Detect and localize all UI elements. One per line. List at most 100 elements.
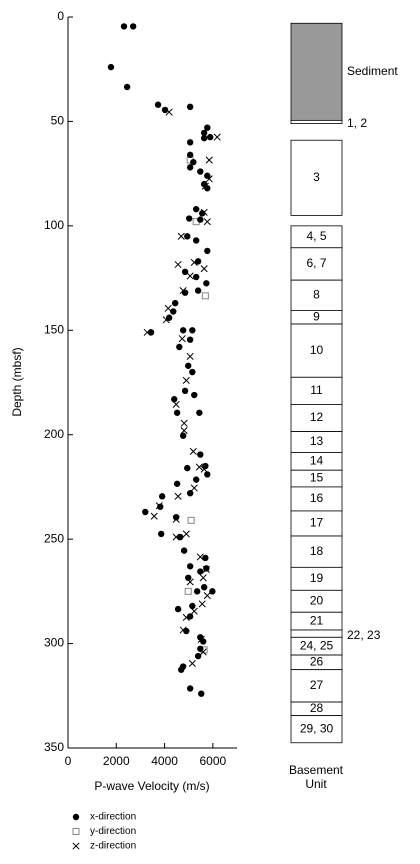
point [186, 613, 194, 620]
point [182, 376, 190, 384]
unit-label: 6, 7 [306, 256, 326, 270]
point [200, 265, 208, 273]
point [196, 409, 203, 416]
unit-label: 24, 25 [300, 638, 334, 652]
unit-label: 20 [310, 593, 324, 607]
point [189, 368, 196, 376]
point [200, 583, 208, 591]
point [186, 685, 194, 692]
y-tick-label: 150 [44, 322, 64, 336]
point [200, 638, 207, 645]
point [178, 335, 186, 343]
x-axis-label: P-wave Velocity (m/s) [94, 779, 209, 793]
unit-label: 21 [310, 613, 324, 627]
unit-label: 14 [310, 454, 324, 468]
point [184, 233, 191, 240]
column-title: Basement [289, 763, 344, 777]
unit-label: 29, 30 [300, 721, 334, 735]
point [185, 362, 192, 369]
point [197, 645, 204, 652]
point [202, 462, 209, 470]
point [172, 514, 180, 521]
point [194, 652, 202, 660]
point [186, 563, 194, 570]
unit-label: 22, 23 [347, 628, 381, 642]
point [189, 602, 196, 610]
legend-label: z-direction [90, 841, 136, 852]
point [193, 588, 201, 595]
unit-label: 19 [310, 571, 324, 585]
point [184, 464, 191, 472]
unit-box [290, 119, 343, 124]
unit-label: 17 [310, 516, 324, 530]
unit-box [290, 486, 343, 512]
point [198, 690, 205, 697]
point [180, 419, 188, 427]
unit-label: 26 [310, 655, 324, 669]
point [181, 268, 189, 276]
point [201, 292, 209, 300]
point [161, 106, 169, 114]
unit-label: 10 [310, 343, 324, 357]
x-tick-label: 4000 [151, 754, 178, 768]
unit-box [290, 510, 343, 537]
legend-marker [72, 828, 80, 835]
unit-box [290, 629, 343, 638]
point [181, 387, 189, 395]
point [186, 151, 194, 159]
point [191, 391, 198, 399]
y-tick-label: 0 [57, 9, 64, 23]
point [157, 530, 165, 538]
legend-label: y-direction [90, 826, 136, 837]
unit-label: 1, 2 [347, 116, 367, 130]
unit-label: 18 [310, 544, 324, 558]
point [170, 308, 177, 315]
unit-label: Sediment [347, 64, 398, 78]
point [180, 426, 188, 435]
unit-label: 28 [310, 701, 324, 715]
point [204, 185, 211, 192]
point [197, 568, 204, 575]
y-axis-label: Depth (mbsf) [10, 347, 24, 416]
point [129, 23, 137, 30]
point [179, 432, 187, 439]
point [186, 336, 194, 343]
point [200, 129, 208, 137]
point [197, 451, 204, 458]
point [174, 605, 182, 613]
point [178, 666, 185, 673]
point [194, 258, 202, 265]
point [185, 215, 193, 222]
y-tick-label: 250 [44, 531, 64, 545]
x-tick-label: 0 [65, 754, 72, 768]
point [176, 343, 183, 351]
unit-label: 13 [310, 434, 324, 448]
unit-box [290, 323, 343, 378]
point [204, 124, 211, 131]
unit-label: 3 [313, 170, 320, 184]
y-tick-label: 200 [44, 427, 64, 441]
point [186, 352, 194, 360]
point [187, 516, 195, 524]
unit-label: 16 [310, 491, 324, 505]
point [184, 587, 192, 595]
legend-marker [72, 842, 80, 850]
point [171, 299, 179, 307]
point [199, 210, 206, 217]
point [171, 396, 178, 403]
point [158, 493, 166, 500]
point [198, 600, 206, 608]
point [182, 530, 190, 538]
point [183, 627, 190, 635]
point [192, 273, 200, 281]
unit-label: 15 [310, 471, 324, 485]
point [192, 476, 200, 483]
point [204, 471, 211, 478]
point [186, 164, 194, 171]
x-tick-label: 2000 [103, 754, 130, 768]
point [199, 574, 207, 582]
x-tick-label: 6000 [200, 754, 227, 768]
unit-box [290, 247, 343, 281]
y-tick-label: 50 [51, 114, 65, 128]
point [174, 492, 182, 500]
